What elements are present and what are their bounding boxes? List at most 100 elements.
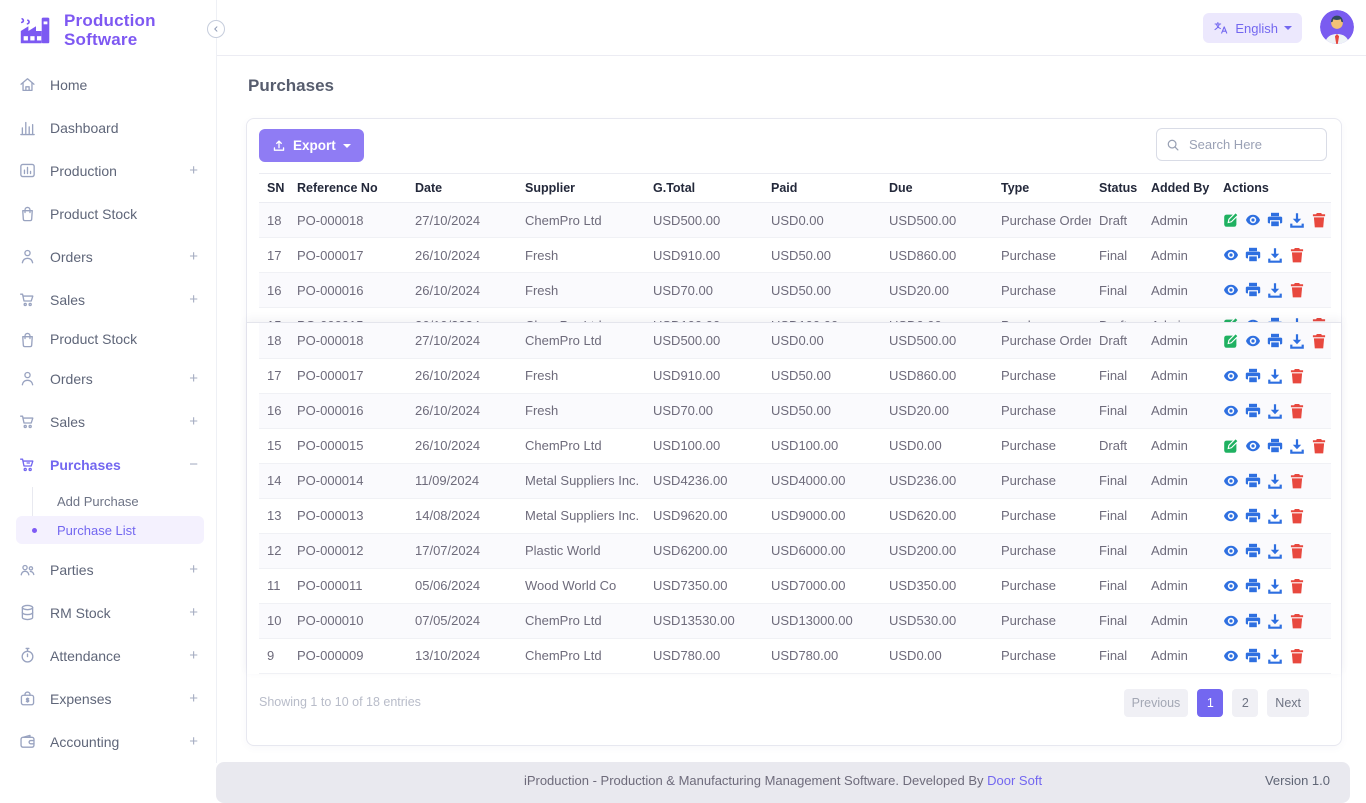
- expand-plus-icon: +: [189, 647, 198, 665]
- download-icon[interactable]: [1267, 648, 1283, 664]
- print-icon[interactable]: [1245, 508, 1261, 524]
- delete-icon[interactable]: [1289, 282, 1305, 298]
- edit-icon[interactable]: [1223, 332, 1239, 349]
- sidebar-item-sales[interactable]: Sales +: [0, 278, 216, 321]
- page-button-1[interactable]: 1: [1197, 689, 1224, 717]
- delete-icon[interactable]: [1289, 508, 1305, 524]
- view-icon[interactable]: [1223, 368, 1239, 384]
- sidebar-item-production[interactable]: Production +: [0, 149, 216, 192]
- next-page-button[interactable]: Next: [1267, 689, 1309, 717]
- print-icon[interactable]: [1267, 438, 1283, 454]
- print-icon[interactable]: [1245, 247, 1261, 263]
- print-icon[interactable]: [1245, 648, 1261, 664]
- delete-icon[interactable]: [1289, 648, 1305, 664]
- print-icon[interactable]: [1245, 578, 1261, 594]
- expand-plus-icon: +: [189, 162, 198, 180]
- delete-icon[interactable]: [1289, 543, 1305, 559]
- sidebar-subitem-add-purchase[interactable]: Add Purchase: [57, 493, 139, 509]
- view-icon[interactable]: [1223, 543, 1239, 559]
- sidebar-item-product-stock[interactable]: Product Stock: [0, 321, 216, 357]
- download-icon[interactable]: [1289, 212, 1305, 229]
- delete-icon[interactable]: [1311, 317, 1327, 322]
- print-icon[interactable]: [1267, 212, 1283, 228]
- delete-icon[interactable]: [1289, 368, 1305, 384]
- delete-icon[interactable]: [1289, 613, 1305, 629]
- previous-page-button[interactable]: Previous: [1123, 689, 1189, 717]
- view-icon[interactable]: [1245, 212, 1261, 228]
- print-icon[interactable]: [1245, 282, 1261, 298]
- sidebar-item-purchases[interactable]: Purchases −: [0, 443, 216, 486]
- cell-due: USD530.00: [881, 603, 993, 639]
- row-actions: [1215, 463, 1331, 499]
- print-icon[interactable]: [1245, 368, 1261, 384]
- export-button[interactable]: Export: [259, 129, 364, 162]
- download-icon[interactable]: [1289, 438, 1305, 454]
- download-icon[interactable]: [1267, 473, 1283, 489]
- download-icon[interactable]: [1267, 247, 1283, 264]
- view-icon[interactable]: [1245, 333, 1261, 349]
- download-icon[interactable]: [1267, 282, 1283, 299]
- cell-type: Purchase: [993, 638, 1091, 674]
- sidebar-item-attendance[interactable]: Attendance +: [0, 634, 216, 677]
- delete-icon[interactable]: [1289, 247, 1305, 263]
- sidebar-item-product-stock[interactable]: Product Stock: [0, 192, 216, 235]
- delete-icon[interactable]: [1311, 333, 1327, 349]
- search-input[interactable]: [1187, 136, 1317, 153]
- sidebar-item-home[interactable]: Home: [0, 63, 216, 106]
- download-icon[interactable]: [1289, 317, 1305, 322]
- print-icon[interactable]: [1245, 543, 1261, 559]
- download-icon[interactable]: [1267, 508, 1283, 524]
- language-selector[interactable]: English: [1203, 13, 1302, 43]
- view-icon[interactable]: [1223, 282, 1239, 298]
- doorsoft-link[interactable]: Door Soft: [987, 773, 1043, 788]
- sidebar-subitem-purchase-list[interactable]: Purchase List: [16, 516, 204, 545]
- attendance-icon: [18, 646, 37, 665]
- edit-icon[interactable]: [1223, 317, 1239, 322]
- table-row-po-000016: 16 PO-000016 26/10/2024 Fresh USD70.00 USD50.…: [259, 272, 1331, 308]
- sidebar-item-accounting[interactable]: Accounting +: [0, 720, 216, 763]
- view-icon[interactable]: [1245, 438, 1261, 454]
- download-icon[interactable]: [1267, 543, 1283, 559]
- view-icon[interactable]: [1223, 613, 1239, 629]
- sidebar-item-dashboard[interactable]: Dashboard: [0, 106, 216, 149]
- edit-icon[interactable]: [1223, 437, 1239, 454]
- view-icon[interactable]: [1223, 648, 1239, 664]
- sidebar-collapse-button[interactable]: [207, 20, 225, 38]
- cell-paid: USD50.00: [763, 358, 881, 394]
- print-icon[interactable]: [1267, 317, 1283, 322]
- brand-logo[interactable]: Production Software: [0, 0, 216, 55]
- sidebar-item-parties[interactable]: Parties +: [0, 548, 216, 591]
- view-icon[interactable]: [1223, 247, 1239, 263]
- view-icon[interactable]: [1223, 578, 1239, 594]
- delete-icon[interactable]: [1289, 578, 1305, 594]
- download-icon[interactable]: [1267, 578, 1283, 594]
- view-icon[interactable]: [1223, 403, 1239, 419]
- sidebar-item-rm-stock[interactable]: RM Stock +: [0, 591, 216, 634]
- delete-icon[interactable]: [1311, 212, 1327, 228]
- sidebar-item-orders[interactable]: Orders +: [0, 357, 216, 400]
- sidebar-item-orders[interactable]: Orders +: [0, 235, 216, 278]
- download-icon[interactable]: [1289, 333, 1305, 349]
- table-row-po-000016: 16 PO-000016 26/10/2024 Fresh USD70.00 USD50.…: [259, 393, 1331, 429]
- user-avatar[interactable]: [1320, 10, 1354, 44]
- sidebar-item-expenses[interactable]: Expenses +: [0, 677, 216, 720]
- download-icon[interactable]: [1267, 613, 1283, 629]
- edit-icon[interactable]: [1223, 212, 1239, 228]
- page-button-2[interactable]: 2: [1232, 689, 1259, 717]
- download-icon[interactable]: [1267, 368, 1283, 384]
- view-icon[interactable]: [1245, 317, 1261, 322]
- print-icon[interactable]: [1245, 613, 1261, 629]
- print-icon[interactable]: [1245, 403, 1261, 419]
- delete-icon[interactable]: [1289, 473, 1305, 489]
- download-icon[interactable]: [1267, 403, 1283, 419]
- delete-icon[interactable]: [1289, 403, 1305, 419]
- view-icon[interactable]: [1223, 473, 1239, 489]
- view-icon[interactable]: [1223, 508, 1239, 524]
- cell-due: USD860.00: [881, 358, 993, 394]
- print-icon[interactable]: [1267, 333, 1283, 349]
- cell-due: USD500.00: [881, 202, 993, 238]
- sidebar-item-sales[interactable]: Sales +: [0, 400, 216, 443]
- print-icon[interactable]: [1245, 473, 1261, 489]
- sidebar-submenu: Add Purchase Purchase List: [0, 487, 216, 545]
- delete-icon[interactable]: [1311, 438, 1327, 454]
